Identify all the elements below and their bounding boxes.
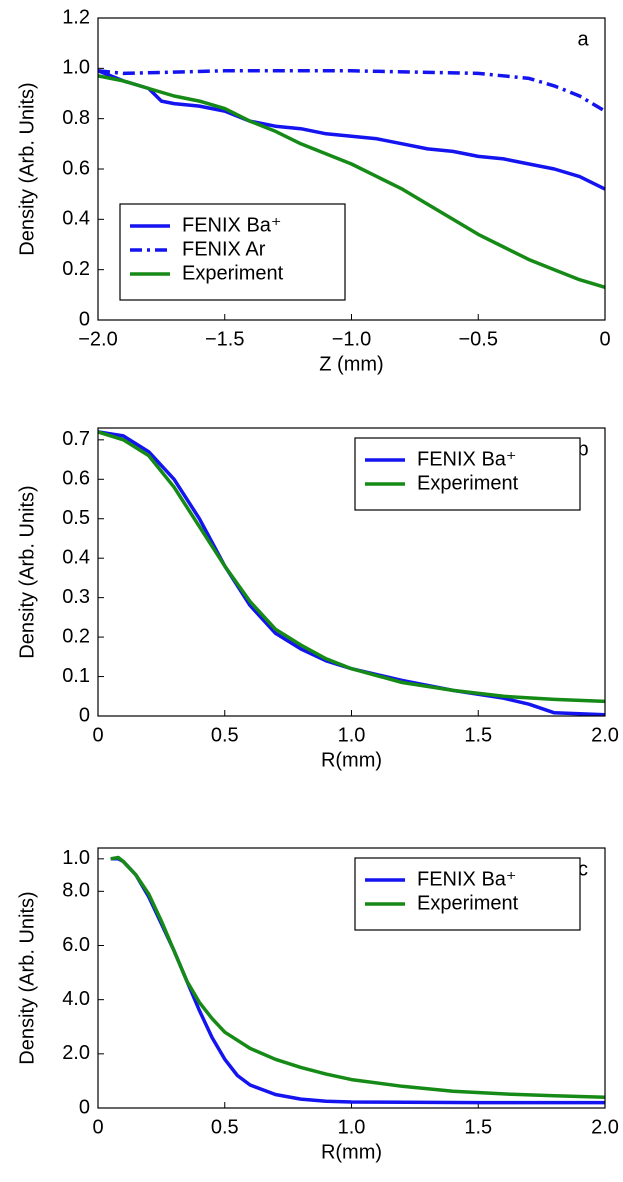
y-tick-label: 0.4 bbox=[62, 208, 90, 230]
x-axis-label: Z (mm) bbox=[319, 353, 383, 375]
legend: FENIX Ba⁺Experiment bbox=[354, 437, 581, 511]
y-tick-label: 0 bbox=[79, 1096, 90, 1118]
x-tick-label: −2.0 bbox=[78, 328, 117, 350]
legend-box bbox=[354, 857, 581, 931]
panel-letter: a bbox=[577, 28, 589, 50]
legend: FENIX Ba⁺Experiment bbox=[354, 857, 581, 931]
legend-label: FENIX Ba⁺ bbox=[417, 868, 516, 890]
x-tick-label: 2.0 bbox=[591, 724, 619, 746]
panel-letter: c bbox=[578, 858, 588, 880]
y-tick-label: 0.5 bbox=[62, 507, 90, 529]
y-tick-label: 1.2 bbox=[62, 6, 90, 28]
y-tick-label: 8.0 bbox=[62, 880, 90, 902]
y-axis-label: Density (Arb. Units) bbox=[16, 891, 38, 1064]
y-axis-label: Density (Arb. Units) bbox=[16, 485, 38, 658]
x-tick-label: −1.5 bbox=[205, 328, 244, 350]
plot-frame bbox=[97, 17, 606, 321]
y-tick-label: 0.7 bbox=[62, 428, 90, 450]
series-line bbox=[97, 430, 606, 704]
x-tick-label: 0.5 bbox=[211, 724, 239, 746]
series-line bbox=[110, 855, 606, 1099]
x-tick-label: 0 bbox=[92, 724, 103, 746]
y-tick-label: 0.3 bbox=[62, 586, 90, 608]
y-tick-label: 0.1 bbox=[62, 665, 90, 687]
x-tick-label: −1.0 bbox=[332, 328, 371, 350]
plot-frame bbox=[97, 847, 606, 1109]
x-tick-label: 1.0 bbox=[338, 1116, 366, 1138]
legend-box bbox=[354, 437, 581, 511]
legend-label: Experiment bbox=[417, 472, 519, 494]
x-tick-label: 0.5 bbox=[211, 1116, 239, 1138]
y-tick-label: 0.8 bbox=[62, 107, 90, 129]
x-tick-label: 0 bbox=[599, 328, 610, 350]
y-axis-label: Density (Arb. Units) bbox=[16, 82, 38, 255]
x-tick-label: 2.0 bbox=[591, 1116, 619, 1138]
y-tick-label: 6.0 bbox=[62, 934, 90, 956]
plot-frame bbox=[97, 427, 606, 717]
panel-letter: b bbox=[577, 438, 588, 460]
y-tick-label: 2.0 bbox=[62, 1042, 90, 1064]
series-line bbox=[97, 69, 606, 113]
y-tick-label: 0.2 bbox=[62, 258, 90, 280]
series-line bbox=[97, 69, 606, 191]
y-tick-label: 0 bbox=[79, 308, 90, 330]
x-tick-label: 1.5 bbox=[464, 1116, 492, 1138]
y-tick-label: 0 bbox=[79, 704, 90, 726]
legend-label: Experiment bbox=[182, 262, 284, 284]
series-line bbox=[97, 74, 606, 289]
y-tick-label: 4.0 bbox=[62, 988, 90, 1010]
legend-label: FENIX Ar bbox=[182, 238, 266, 260]
legend-label: FENIX Ba⁺ bbox=[182, 214, 281, 236]
x-axis-label: R(mm) bbox=[321, 1141, 382, 1163]
legend-box bbox=[119, 203, 346, 301]
series-line bbox=[97, 430, 606, 717]
x-axis-label: R(mm) bbox=[321, 749, 382, 771]
legend-label: Experiment bbox=[417, 892, 519, 914]
x-tick-label: −0.5 bbox=[459, 328, 498, 350]
y-tick-label: 1.0 bbox=[62, 57, 90, 79]
y-tick-label: 0.6 bbox=[62, 468, 90, 490]
y-tick-label: 0.2 bbox=[62, 625, 90, 647]
x-tick-label: 1.5 bbox=[464, 724, 492, 746]
y-tick-label: 0.4 bbox=[62, 546, 90, 568]
y-tick-label: 1.0 bbox=[62, 847, 90, 869]
x-tick-label: 1.0 bbox=[338, 724, 366, 746]
x-tick-label: 0 bbox=[92, 1116, 103, 1138]
legend-label: FENIX Ba⁺ bbox=[417, 448, 516, 470]
y-tick-label: 0.6 bbox=[62, 157, 90, 179]
